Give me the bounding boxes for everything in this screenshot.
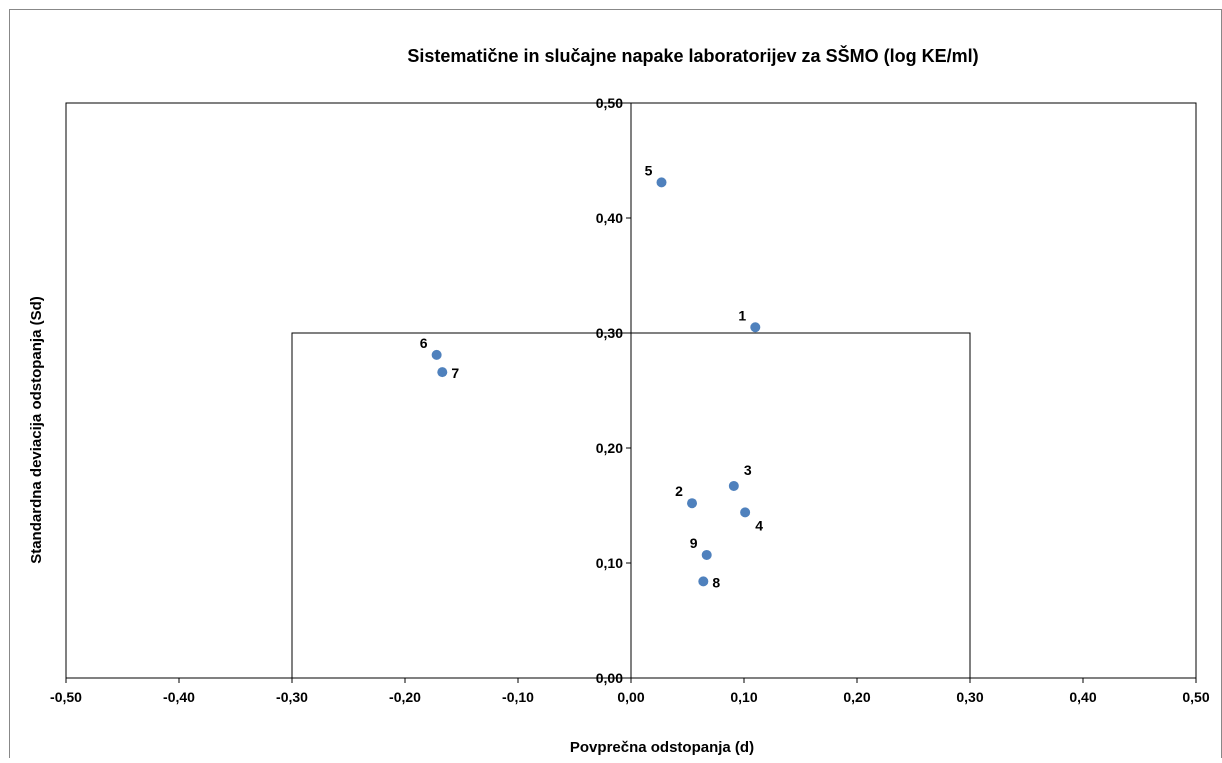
- data-point: [687, 498, 698, 509]
- x-tick-label: -0,10: [502, 689, 534, 705]
- y-tick-label: 0,10: [596, 555, 623, 571]
- data-point: [656, 177, 667, 188]
- y-tick-label: 0,20: [596, 440, 623, 456]
- y-tick-label: 0,50: [596, 95, 623, 111]
- data-point-label: 5: [645, 162, 653, 178]
- x-axis-label: Povprečna odstopanja (d): [570, 739, 754, 756]
- x-tick-label: 0,50: [1182, 689, 1209, 705]
- y-tick-label: 0,00: [596, 670, 623, 686]
- x-tick-label: -0,50: [50, 689, 82, 705]
- x-tick-label: -0,20: [389, 689, 421, 705]
- y-tick-label: 0,40: [596, 210, 623, 226]
- y-tick-label: 0,30: [596, 325, 623, 341]
- data-point: [728, 480, 739, 491]
- x-tick-label: 0,10: [730, 689, 757, 705]
- data-point: [750, 322, 761, 333]
- data-point: [431, 349, 442, 360]
- data-point: [740, 507, 751, 518]
- data-point-label: 9: [690, 535, 698, 551]
- data-point-label: 8: [712, 574, 720, 590]
- data-point-label: 4: [755, 517, 763, 533]
- data-point: [437, 367, 448, 378]
- data-point-label: 2: [675, 483, 683, 499]
- data-point-label: 6: [420, 335, 428, 351]
- data-point-label: 3: [744, 462, 752, 478]
- data-point-label: 7: [451, 365, 459, 381]
- x-tick-label: 0,30: [956, 689, 983, 705]
- x-tick-label: -0,30: [276, 689, 308, 705]
- x-tick-label: -0,40: [163, 689, 195, 705]
- chart-title: Sistematične in slučajne napake laborato…: [407, 45, 978, 66]
- x-tick-label: 0,00: [617, 689, 644, 705]
- outer-frame: [9, 9, 1222, 760]
- x-tick-label: 0,40: [1069, 689, 1096, 705]
- data-point: [701, 549, 712, 560]
- y-axis-label: Standardna deviacija odstopanja (Sd): [28, 296, 45, 564]
- x-tick-label: 0,20: [843, 689, 870, 705]
- data-point: [698, 576, 709, 587]
- data-point-label: 1: [738, 307, 746, 323]
